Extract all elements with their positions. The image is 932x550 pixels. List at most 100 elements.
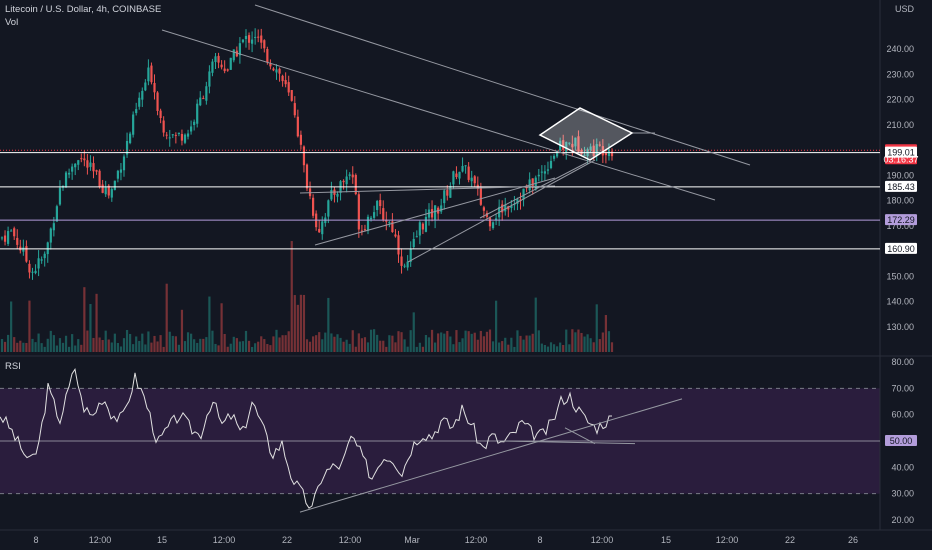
volume-bar — [269, 345, 272, 352]
candle-body — [119, 169, 123, 173]
volume-bar — [540, 343, 543, 352]
price-tag-label: 199.01 — [887, 148, 915, 158]
volume-bar — [458, 342, 461, 352]
candle-body — [373, 212, 376, 218]
volume-bar — [510, 337, 513, 352]
candle-body — [284, 80, 287, 85]
volume-bar — [531, 333, 534, 352]
price-tick-label: 150.00 — [886, 271, 914, 281]
volume-bar — [482, 336, 485, 352]
volume-bar — [430, 329, 434, 352]
volume-bar — [232, 336, 235, 352]
volume-bar — [339, 337, 342, 352]
candle-body — [10, 230, 13, 232]
candle-body — [342, 180, 345, 183]
volume-bar — [592, 342, 595, 352]
candle-body — [379, 200, 382, 207]
volume-bar — [363, 337, 367, 352]
candle-body — [577, 136, 580, 152]
volume-bar — [80, 344, 83, 352]
candle-body — [22, 247, 25, 252]
volume-bar — [354, 346, 357, 352]
candle-body — [129, 133, 132, 144]
volume-bar — [150, 342, 153, 352]
volume-bar — [440, 332, 443, 352]
volume-bar — [327, 297, 330, 352]
rsi-line — [0, 367, 612, 509]
candle-body — [229, 57, 232, 70]
volume-bar — [7, 334, 10, 352]
volume-bar — [144, 344, 147, 352]
symbol-legend[interactable]: Litecoin / U.S. Dollar, 4h, COINBASE — [5, 4, 162, 15]
candle-body — [556, 150, 559, 157]
candle-body — [580, 149, 583, 155]
candle-body — [199, 97, 202, 106]
candle-body — [37, 258, 40, 269]
volume-bar — [443, 333, 446, 352]
price-tag-background — [885, 242, 917, 254]
candle-body — [202, 98, 205, 100]
candle-body — [574, 137, 577, 147]
candle-body — [406, 261, 409, 268]
rsi-legend[interactable]: RSI — [5, 361, 21, 372]
volume-bar — [583, 336, 586, 352]
volume-bar — [568, 344, 571, 352]
volume-bar — [464, 330, 467, 352]
volume-bar — [315, 335, 318, 352]
candle-body — [83, 158, 86, 161]
volume-bar — [373, 329, 376, 352]
time-axis-label: 26 — [848, 535, 858, 545]
candle-body — [232, 49, 235, 61]
candle-body — [269, 63, 272, 67]
drawing-tools[interactable] — [0, 4, 880, 263]
volume-bar — [397, 331, 400, 352]
price-tag-label: 160.90 — [887, 244, 915, 254]
candle-body — [272, 68, 275, 71]
rsi-trend-line — [299, 398, 683, 513]
volume-bar — [251, 346, 254, 352]
volume-bar — [537, 330, 540, 352]
candle-body — [174, 134, 177, 136]
volume-bar — [238, 341, 241, 352]
volume-bar — [299, 294, 302, 352]
volume-bar — [577, 329, 580, 352]
candle-body — [415, 236, 418, 238]
volume-bar — [525, 335, 528, 352]
volume-bar — [534, 297, 537, 352]
candle-body — [443, 190, 446, 204]
volume-bar — [247, 340, 251, 352]
volume-bar — [226, 346, 229, 352]
candle-body — [205, 86, 208, 101]
candle-body — [610, 151, 614, 157]
candle-body — [89, 162, 92, 167]
volume-bar — [64, 335, 68, 352]
price-tick-label: 190.00 — [886, 170, 914, 180]
rsi-tag-label: 50.00 — [890, 436, 913, 446]
candle-body — [424, 216, 428, 232]
candle-body — [104, 187, 107, 195]
candle-body — [388, 222, 391, 224]
volume-bar — [495, 300, 498, 352]
candle-body — [418, 222, 421, 236]
time-axis-label: 8 — [537, 535, 542, 545]
candle-body — [491, 222, 495, 229]
candle-body — [595, 144, 598, 156]
volume-bar — [507, 344, 510, 352]
rsi-trend-line — [564, 427, 596, 445]
trend-line — [161, 29, 716, 201]
candle-body — [302, 146, 306, 166]
volume-bar — [516, 330, 519, 352]
candle-body — [220, 64, 223, 68]
volume-bar — [71, 334, 74, 352]
volume-bar — [147, 331, 150, 352]
candle-body — [180, 133, 184, 141]
volume-legend[interactable]: Vol — [5, 17, 19, 28]
candle-body — [479, 187, 482, 205]
candle-body — [34, 270, 37, 274]
candle-body — [354, 174, 357, 195]
candle-body — [257, 36, 260, 38]
price-tick-label: 230.00 — [886, 69, 914, 79]
price-tick-label: 210.00 — [886, 120, 914, 130]
volume-bar — [0, 339, 4, 352]
